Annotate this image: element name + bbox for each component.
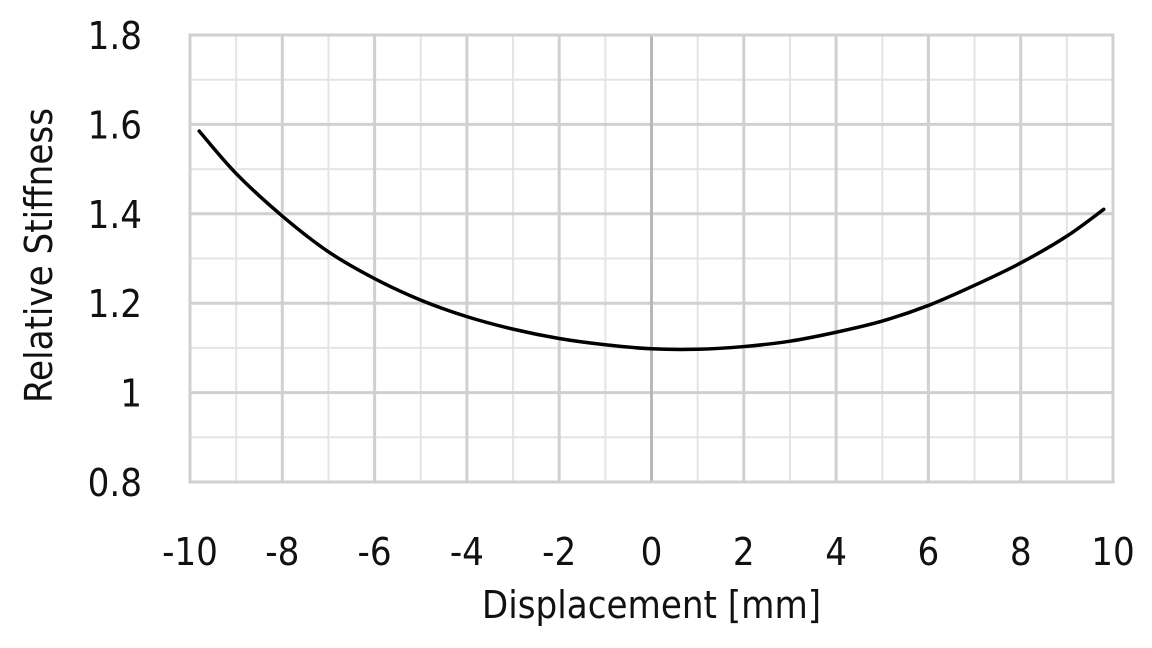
plot-area-frame	[188, 33, 1115, 484]
x-tick-label: 10	[1091, 530, 1135, 574]
y-axis-label: Relative Stiffness	[17, 108, 61, 403]
x-tick-label: 4	[825, 530, 847, 574]
x-tick-label: 6	[918, 530, 940, 574]
x-tick-label: 2	[733, 530, 755, 574]
x-axis-tick-labels: -10 -8 -6 -4 -2 0 2 4 6 8 10	[162, 530, 1135, 574]
x-tick-label: 8	[1010, 530, 1032, 574]
y-tick-label: 1.8	[88, 14, 142, 58]
series-layer	[197, 129, 1106, 352]
x-tick-label: -4	[450, 530, 484, 574]
x-tick-label: -2	[542, 530, 576, 574]
x-tick-label: -10	[162, 530, 218, 574]
x-tick-label: -6	[358, 530, 392, 574]
x-axis-label: Displacement [mm]	[482, 583, 821, 627]
y-tick-label: 0.8	[88, 461, 142, 505]
y-tick-label: 1.2	[88, 282, 142, 326]
y-tick-label: 1	[120, 372, 142, 416]
y-axis-tick-labels: 0.8 1 1.2 1.4 1.6 1.8	[88, 14, 142, 505]
x-tick-label: -8	[265, 530, 299, 574]
y-tick-label: 1.4	[88, 193, 142, 237]
y-tick-label: 1.6	[88, 103, 142, 147]
x-tick-label: 0	[641, 530, 663, 574]
stiffness-series-line	[197, 129, 1106, 352]
